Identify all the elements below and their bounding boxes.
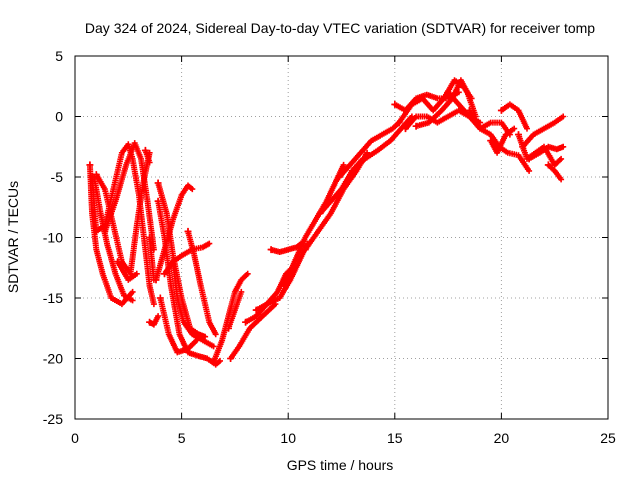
- grid: [75, 56, 608, 419]
- start-point-marker: [525, 155, 533, 163]
- series-track-11: [154, 197, 223, 368]
- y-tick-label: -25: [43, 411, 63, 427]
- series-track-27: [348, 113, 415, 175]
- start-point-marker: [487, 137, 495, 145]
- series-track-9: [152, 182, 196, 284]
- axis-ticks: 0 5 10 15 20 25 5 0 -5 -10 -15 -20 -25: [43, 48, 616, 446]
- series-track-10: [146, 313, 162, 328]
- start-point-marker: [497, 106, 505, 114]
- series-track-8: [146, 234, 157, 283]
- plus-markers: [519, 113, 567, 150]
- start-point-marker: [154, 179, 162, 187]
- series-track-7: [141, 146, 153, 166]
- x-tick-label: 15: [387, 430, 403, 446]
- start-point-marker: [86, 161, 94, 169]
- plus-markers: [349, 113, 415, 174]
- start-point-marker: [225, 324, 232, 332]
- y-tick-label: -20: [43, 351, 63, 367]
- series-track-15: [169, 258, 217, 350]
- y-tick-label: -5: [51, 169, 64, 185]
- y-tick-label: -15: [43, 290, 63, 306]
- start-point-marker: [101, 227, 109, 235]
- start-point-marker: [412, 122, 420, 130]
- series-track-6: [114, 258, 140, 283]
- start-point-marker: [267, 246, 275, 254]
- y-axis-title: SDTVAR / TECUs: [5, 181, 21, 293]
- y-tick-label: 5: [55, 48, 63, 64]
- start-point-marker: [519, 143, 527, 151]
- start-point-marker: [465, 106, 473, 114]
- series-track-23: [280, 161, 347, 290]
- series-track-22: [267, 240, 304, 255]
- start-point-marker: [402, 125, 409, 133]
- start-point-marker: [227, 355, 235, 362]
- start-point-marker: [252, 306, 260, 314]
- series-track-12: [154, 179, 209, 340]
- series-track-35: [497, 101, 530, 132]
- series-track-21: [252, 240, 311, 314]
- x-tick-label: 10: [280, 430, 296, 446]
- start-point-marker: [152, 276, 160, 284]
- series-track-13: [156, 294, 200, 356]
- start-point-marker: [316, 209, 324, 217]
- start-point-marker: [280, 282, 288, 290]
- plus-markers: [155, 198, 223, 368]
- start-point-marker: [146, 318, 154, 326]
- start-point-marker: [391, 100, 399, 108]
- y-tick-label: -10: [43, 230, 63, 246]
- plus-markers: [280, 161, 347, 289]
- start-point-marker: [169, 258, 177, 266]
- plot-area: [86, 77, 567, 368]
- chart-title: Day 324 of 2024, Sidereal Day-to-day VTE…: [85, 20, 595, 36]
- start-point-marker: [515, 131, 522, 139]
- series-track-38: [525, 143, 567, 163]
- start-point-marker: [210, 358, 218, 366]
- x-tick-label: 0: [71, 430, 79, 446]
- plus-markers: [413, 77, 479, 130]
- x-tick-label: 20: [494, 430, 510, 446]
- y-tick-label: 0: [55, 109, 63, 125]
- x-tick-label: 25: [600, 430, 616, 446]
- start-point-marker: [348, 167, 356, 175]
- series-track-26: [335, 119, 403, 181]
- start-point-marker: [92, 171, 100, 179]
- start-point-marker: [544, 161, 552, 169]
- series-track-18: [225, 288, 245, 332]
- start-point-marker: [156, 294, 164, 302]
- start-point-marker: [335, 173, 343, 181]
- series-track-17: [210, 270, 251, 366]
- x-axis-title: GPS time / hours: [287, 457, 394, 473]
- start-point-marker: [141, 146, 149, 154]
- plus-markers: [170, 258, 217, 350]
- plus-markers: [336, 119, 403, 180]
- start-point-marker: [184, 227, 192, 235]
- series-track-16: [184, 227, 219, 338]
- start-point-marker: [114, 258, 122, 266]
- series-track-34: [487, 125, 518, 156]
- series-track-19: [227, 301, 279, 362]
- series-track-31: [412, 77, 479, 130]
- start-point-marker: [301, 246, 309, 254]
- series-track-37: [519, 113, 567, 151]
- x-tick-label: 5: [178, 430, 186, 446]
- start-point-marker: [242, 318, 250, 326]
- series-track-5: [101, 140, 157, 253]
- plus-markers: [146, 313, 162, 328]
- start-point-marker: [146, 234, 154, 241]
- start-point-marker: [444, 88, 452, 96]
- series-track-39: [544, 161, 565, 183]
- start-point-marker: [161, 270, 168, 278]
- start-point-marker: [395, 119, 403, 127]
